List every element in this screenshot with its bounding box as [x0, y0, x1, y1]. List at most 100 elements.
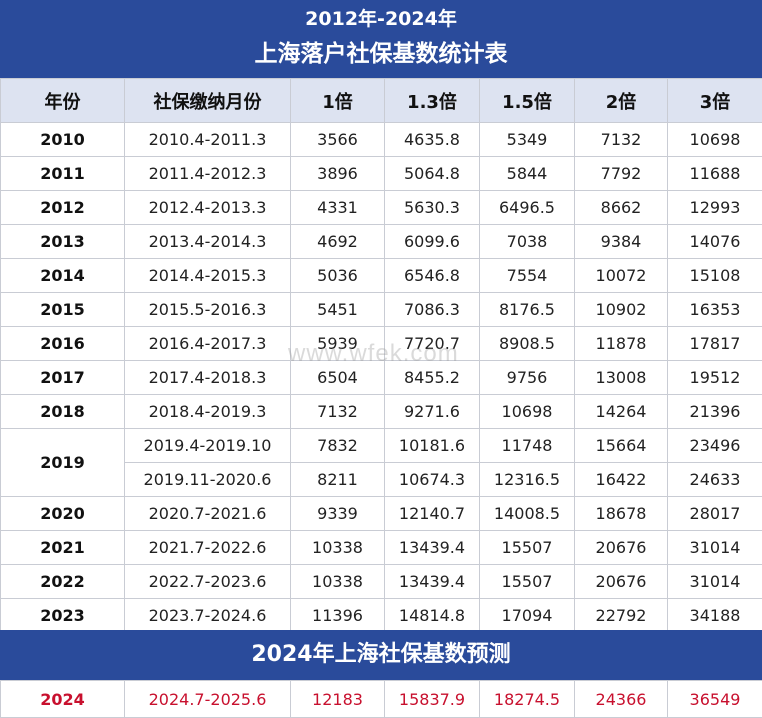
cell-1.5x: 11748 [480, 429, 575, 463]
cell-2x: 7792 [575, 157, 668, 191]
cell-period: 2013.4-2014.3 [125, 225, 291, 259]
cell-3x: 31014 [668, 565, 762, 599]
cell-year: 2013 [1, 225, 125, 259]
title-banner: 2012年-2024年 上海落户社保基数统计表 [0, 0, 762, 78]
forecast-table: 2024 2024.7-2025.6 12183 15837.9 18274.5… [0, 680, 762, 718]
cell-1.5x: 8176.5 [480, 293, 575, 327]
column-header-1.3x: 1.3倍 [385, 79, 480, 123]
column-header-row: 年份 社保缴纳月份 1倍 1.3倍 1.5倍 2倍 3倍 [1, 79, 762, 123]
cell-period: 2011.4-2012.3 [125, 157, 291, 191]
cell-1x: 8211 [291, 463, 385, 497]
cell-year: 2022 [1, 565, 125, 599]
cell-1.3x: 4635.8 [385, 123, 480, 157]
column-header-3x: 3倍 [668, 79, 762, 123]
forecast-title: 2024年上海社保基数预测 [0, 630, 762, 680]
cell-2x: 10072 [575, 259, 668, 293]
cell-1.3x: 7086.3 [385, 293, 480, 327]
cell-3x: 10698 [668, 123, 762, 157]
cell-2x: 20676 [575, 531, 668, 565]
column-header-1.5x: 1.5倍 [480, 79, 575, 123]
cell-3x: 15108 [668, 259, 762, 293]
cell-3x: 16353 [668, 293, 762, 327]
cell-3x: 28017 [668, 497, 762, 531]
cell-1.3x: 10181.6 [385, 429, 480, 463]
cell-1x: 3566 [291, 123, 385, 157]
cell-2x: 22792 [575, 599, 668, 633]
cell-1.3x: 10674.3 [385, 463, 480, 497]
cell-1.5x: 5349 [480, 123, 575, 157]
cell-1x: 4331 [291, 191, 385, 225]
cell-1x: 5451 [291, 293, 385, 327]
cell-period: 2021.7-2022.6 [125, 531, 291, 565]
cell-period: 2017.4-2018.3 [125, 361, 291, 395]
cell-period: 2010.4-2011.3 [125, 123, 291, 157]
cell-1.5x: 15507 [480, 565, 575, 599]
cell-period: 2020.7-2021.6 [125, 497, 291, 531]
forecast-3x: 36549 [668, 681, 762, 718]
cell-year: 2020 [1, 497, 125, 531]
cell-1x: 7132 [291, 395, 385, 429]
cell-3x: 34188 [668, 599, 762, 633]
cell-period: 2015.5-2016.3 [125, 293, 291, 327]
cell-1.3x: 13439.4 [385, 531, 480, 565]
column-header-1x: 1倍 [291, 79, 385, 123]
cell-period: 2022.7-2023.6 [125, 565, 291, 599]
cell-year: 2019 [1, 429, 125, 497]
cell-period: 2018.4-2019.3 [125, 395, 291, 429]
cell-2x: 16422 [575, 463, 668, 497]
column-header-year: 年份 [1, 79, 125, 123]
cell-1.5x: 12316.5 [480, 463, 575, 497]
cell-2x: 7132 [575, 123, 668, 157]
cell-3x: 11688 [668, 157, 762, 191]
watermark: www.wfek.com [288, 340, 459, 368]
cell-1.3x: 5064.8 [385, 157, 480, 191]
title-main: 上海落户社保基数统计表 [0, 38, 762, 70]
title-years: 2012年-2024年 [0, 6, 762, 32]
column-header-2x: 2倍 [575, 79, 668, 123]
cell-1.5x: 7038 [480, 225, 575, 259]
cell-period: 2014.4-2015.3 [125, 259, 291, 293]
cell-year: 2017 [1, 361, 125, 395]
cell-1.5x: 7554 [480, 259, 575, 293]
cell-1x: 9339 [291, 497, 385, 531]
cell-year: 2015 [1, 293, 125, 327]
cell-period: 2016.4-2017.3 [125, 327, 291, 361]
cell-year: 2018 [1, 395, 125, 429]
cell-2x: 11878 [575, 327, 668, 361]
cell-1.3x: 13439.4 [385, 565, 480, 599]
forecast-1.3x: 15837.9 [385, 681, 480, 718]
forecast-row: 2024 2024.7-2025.6 12183 15837.9 18274.5… [1, 681, 762, 718]
cell-year: 2014 [1, 259, 125, 293]
cell-1x: 7832 [291, 429, 385, 463]
cell-year: 2012 [1, 191, 125, 225]
cell-2x: 10902 [575, 293, 668, 327]
cell-year: 2011 [1, 157, 125, 191]
cell-3x: 23496 [668, 429, 762, 463]
cell-2x: 13008 [575, 361, 668, 395]
cell-year: 2021 [1, 531, 125, 565]
cell-1.3x: 14814.8 [385, 599, 480, 633]
cell-1x: 3896 [291, 157, 385, 191]
cell-period: 2019.11-2020.6 [125, 463, 291, 497]
forecast-year: 2024 [1, 681, 125, 718]
cell-year: 2010 [1, 123, 125, 157]
cell-1.3x: 9271.6 [385, 395, 480, 429]
cell-year: 2016 [1, 327, 125, 361]
cell-1.3x: 6099.6 [385, 225, 480, 259]
cell-1x: 5036 [291, 259, 385, 293]
cell-1x: 10338 [291, 531, 385, 565]
cell-period: 2019.4-2019.10 [125, 429, 291, 463]
cell-1x: 11396 [291, 599, 385, 633]
cell-year: 2023 [1, 599, 125, 633]
cell-1.3x: 5630.3 [385, 191, 480, 225]
column-header-period: 社保缴纳月份 [125, 79, 291, 123]
